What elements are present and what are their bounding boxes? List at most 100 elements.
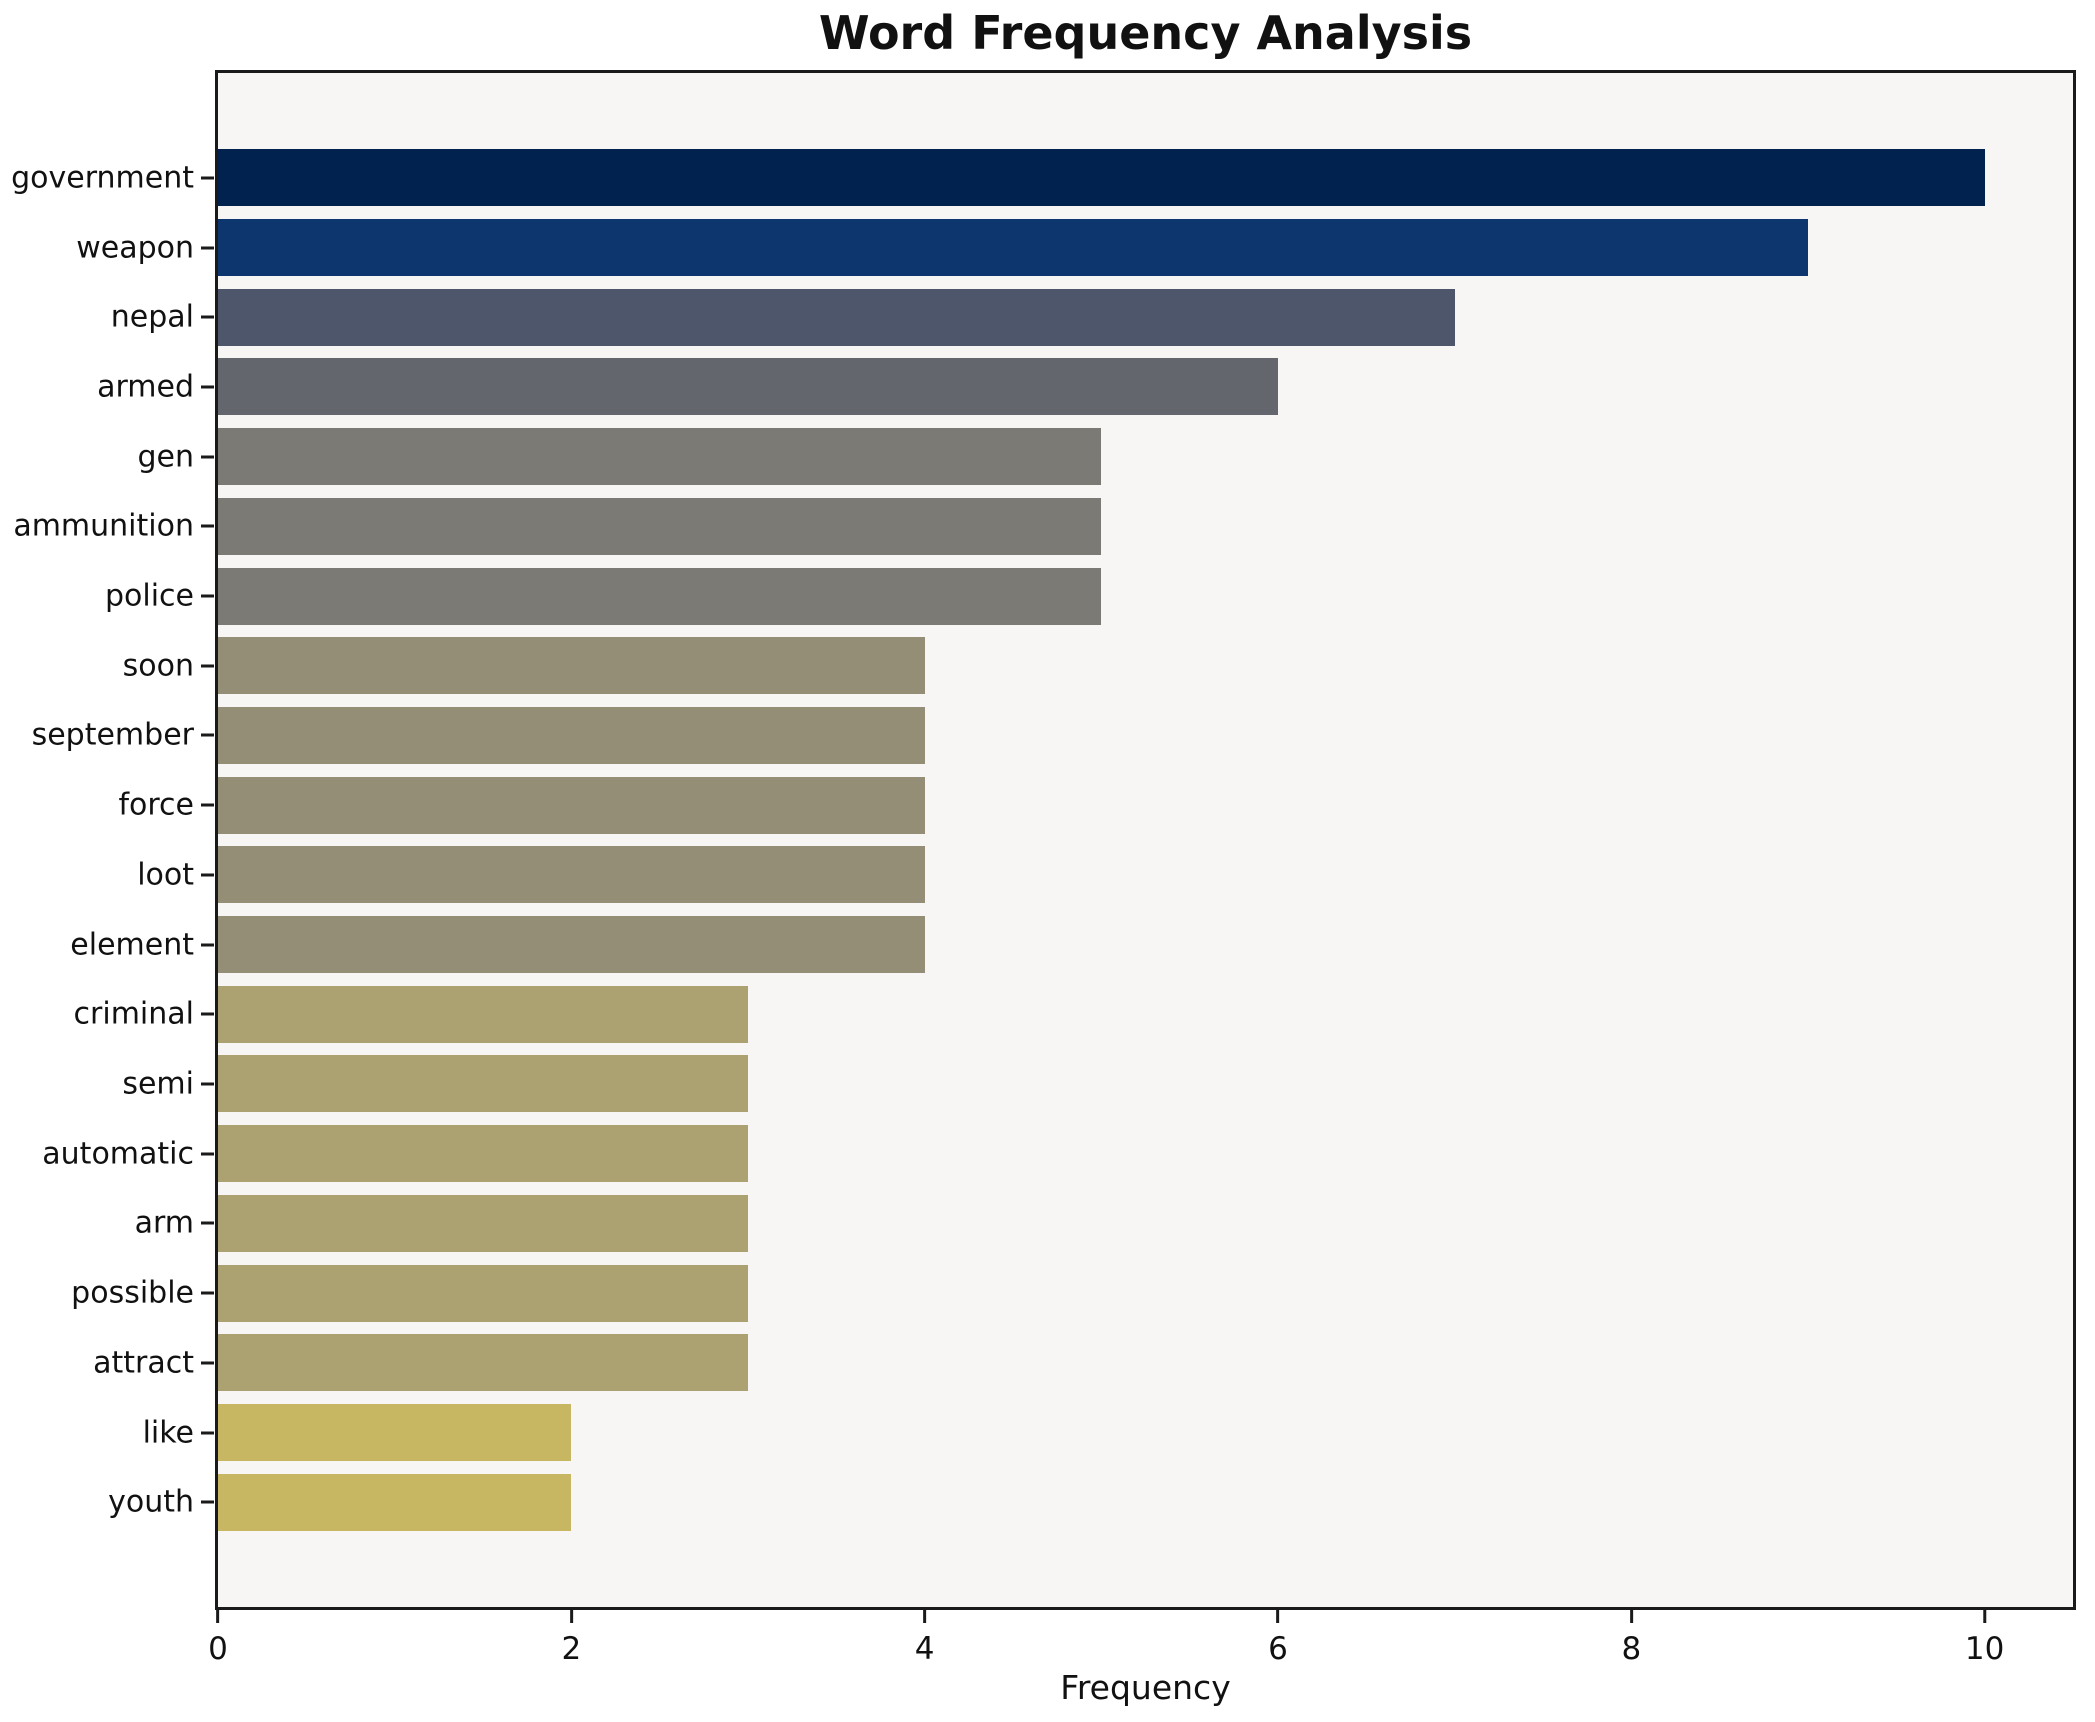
y-tick-mark [201, 594, 214, 598]
bar-criminal [218, 985, 748, 1043]
y-tick-label: arm [134, 1205, 194, 1241]
y-tick-mark [201, 1431, 214, 1434]
y-tick-mark [201, 1500, 214, 1504]
x-tick-label: 2 [561, 1631, 582, 1667]
x-tick: 0 [208, 1610, 228, 1667]
x-tick: 10 [1965, 1610, 2004, 1667]
bar-loot [218, 846, 925, 904]
y-tick-mark [201, 524, 214, 528]
y-tick-label: nepal [110, 299, 194, 335]
x-tick-label: 8 [1621, 1631, 1642, 1667]
bar-september [218, 706, 925, 764]
bar-row: automatic [42, 1119, 2073, 1189]
y-tick-mark [201, 943, 214, 947]
y-tick-mark [201, 803, 214, 807]
bar-element [218, 916, 925, 974]
x-tick: 8 [1621, 1610, 1641, 1667]
y-tick-mark [201, 176, 214, 180]
bar-row: weapon [76, 213, 2073, 283]
chart-title: Word Frequency Analysis [818, 6, 1473, 60]
bar-attract [218, 1334, 748, 1392]
y-tick-label: loot [137, 857, 194, 893]
x-tick-label: 4 [914, 1631, 935, 1667]
y-tick-label: police [104, 578, 194, 614]
y-tick-label: automatic [42, 1136, 194, 1172]
x-axis-ticks: 0 2 4 6 8 10 [208, 1610, 2073, 1680]
bar-like [218, 1404, 572, 1461]
y-tick-label: possible [71, 1275, 194, 1311]
x-tick-label: 10 [1964, 1631, 2005, 1667]
x-tick: 6 [1268, 1610, 1288, 1667]
x-tick-mark [569, 1610, 573, 1623]
bar-row: youth [108, 1467, 2073, 1537]
y-tick-label: criminal [73, 996, 194, 1032]
bar-automatic [218, 1125, 748, 1183]
bar-row: loot [137, 840, 2073, 910]
bar-row: police [105, 561, 2073, 631]
bar-force [218, 776, 925, 834]
x-tick-mark [1629, 1610, 1633, 1623]
y-tick-label: element [70, 927, 194, 963]
bar-row: like [143, 1398, 2073, 1468]
bar-row: soon [123, 631, 2073, 701]
y-tick-label: gen [137, 439, 194, 475]
bar-ammunition [218, 497, 1102, 555]
bar-row: element [70, 910, 2073, 980]
y-tick-mark [201, 1082, 214, 1086]
y-tick-mark [201, 1291, 214, 1295]
x-tick-mark [1276, 1610, 1280, 1623]
y-tick-label: government [11, 160, 194, 196]
bar-armed [218, 358, 1278, 416]
y-tick-mark [201, 385, 214, 389]
bar-row: semi [122, 1049, 2073, 1119]
x-tick-label: 0 [208, 1631, 228, 1667]
bar-row: armed [97, 352, 2073, 422]
bar-soon [218, 637, 925, 695]
y-tick-mark [201, 1152, 214, 1156]
bars-container: government weapon nepal armed gen ammunition p… [11, 73, 2073, 1607]
bar-row: attract [93, 1328, 2073, 1398]
y-tick-label: like [142, 1415, 194, 1450]
y-tick-mark [201, 1012, 214, 1016]
x-tick: 2 [561, 1610, 581, 1667]
y-tick-mark [201, 246, 214, 250]
y-tick-label: attract [93, 1345, 194, 1381]
y-tick-label: soon [122, 648, 194, 684]
y-tick-mark [201, 664, 214, 668]
bar-row: nepal [111, 282, 2073, 352]
bar-row: possible [71, 1258, 2073, 1328]
x-tick: 4 [915, 1610, 935, 1667]
y-tick-label: ammunition [13, 508, 194, 544]
y-tick-label: force [118, 787, 194, 823]
bar-semi [218, 1055, 748, 1113]
bar-nepal [218, 288, 1455, 346]
plot-area: government weapon nepal armed gen ammunition p… [11, 70, 2076, 1610]
bar-row: arm [135, 1189, 2073, 1259]
bar-police [218, 567, 1102, 625]
y-tick-label: armed [97, 369, 194, 405]
y-tick-mark [201, 873, 214, 877]
bar-row: government [11, 143, 2073, 213]
bar-row: september [32, 701, 2073, 771]
y-tick-mark [201, 733, 214, 737]
bar-government [218, 149, 1985, 207]
bar-row: gen [137, 422, 2073, 492]
bar-possible [218, 1264, 748, 1322]
bar-arm [218, 1194, 748, 1252]
y-tick-mark [201, 1361, 214, 1365]
bar-row: force [118, 770, 2073, 840]
y-tick-label: september [31, 717, 194, 753]
y-tick-label: weapon [76, 230, 194, 266]
bar-weapon [218, 219, 1808, 277]
bar-row: ammunition [13, 492, 2073, 562]
y-tick-mark [201, 455, 214, 459]
bar-row: criminal [74, 979, 2073, 1049]
y-tick-mark [201, 1221, 214, 1225]
x-tick-mark [923, 1610, 927, 1623]
x-tick-mark [1983, 1610, 1987, 1623]
y-tick-mark [201, 315, 214, 319]
y-tick-label: semi [122, 1066, 194, 1102]
y-tick-label: youth [108, 1484, 194, 1520]
x-axis-label: Frequency [1060, 1668, 1231, 1707]
